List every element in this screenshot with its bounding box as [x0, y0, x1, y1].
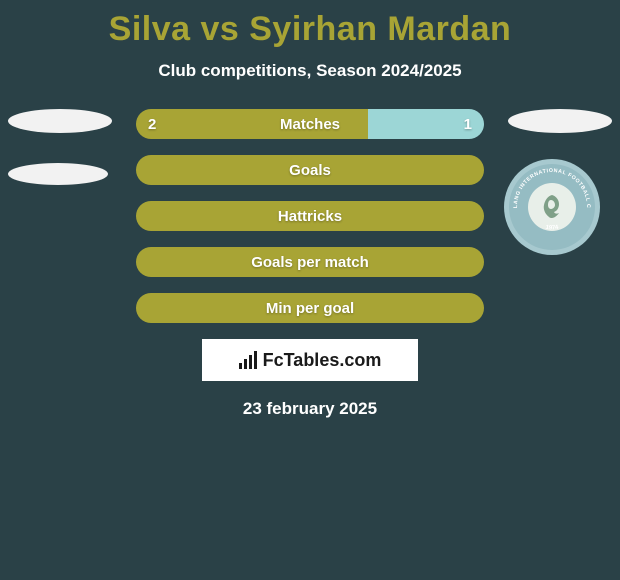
- stat-row: Hattricks: [136, 201, 484, 231]
- bar-chart-icon: [239, 351, 257, 369]
- stat-label: Goals: [136, 155, 484, 185]
- avatar-placeholder: [8, 109, 112, 133]
- stat-row: Goals per match: [136, 247, 484, 277]
- avatar-placeholder: [8, 163, 108, 185]
- stat-value-right: 1: [464, 109, 472, 139]
- club-badge: GEYLANG INTERNATIONAL FOOTBALL CLUB 1974: [504, 159, 600, 255]
- date-text: 23 february 2025: [0, 399, 620, 419]
- fctables-logo[interactable]: FcTables.com: [202, 339, 418, 381]
- stat-row: Goals: [136, 155, 484, 185]
- stat-row: Matches2 1: [136, 109, 484, 139]
- comparison-area: GEYLANG INTERNATIONAL FOOTBALL CLUB 1974…: [0, 109, 620, 419]
- club-badge-inner: GEYLANG INTERNATIONAL FOOTBALL CLUB 1974: [509, 164, 595, 250]
- stat-label: Matches: [136, 109, 484, 139]
- svg-text:GEYLANG INTERNATIONAL FOOTBALL: GEYLANG INTERNATIONAL FOOTBALL CLUB: [509, 164, 591, 209]
- page-title: Silva vs Syirhan Mardan: [0, 0, 620, 49]
- svg-text:1974: 1974: [545, 225, 560, 232]
- subtitle: Club competitions, Season 2024/2025: [0, 61, 620, 81]
- avatar-placeholder: [508, 109, 612, 133]
- player-right-silhouette: GEYLANG INTERNATIONAL FOOTBALL CLUB 1974: [508, 109, 612, 133]
- stat-label: Min per goal: [136, 293, 484, 323]
- stat-label: Goals per match: [136, 247, 484, 277]
- stat-rows: Matches2 1 Goals Hattricks Goals per match Mi…: [136, 109, 484, 323]
- player-left-silhouette: [8, 109, 112, 185]
- stat-label: Hattricks: [136, 201, 484, 231]
- stat-row: Min per goal: [136, 293, 484, 323]
- club-badge-ring-text: GEYLANG INTERNATIONAL FOOTBALL CLUB 1974: [509, 164, 595, 250]
- stat-value-left: 2: [148, 109, 156, 139]
- logo-text: FcTables.com: [263, 350, 382, 371]
